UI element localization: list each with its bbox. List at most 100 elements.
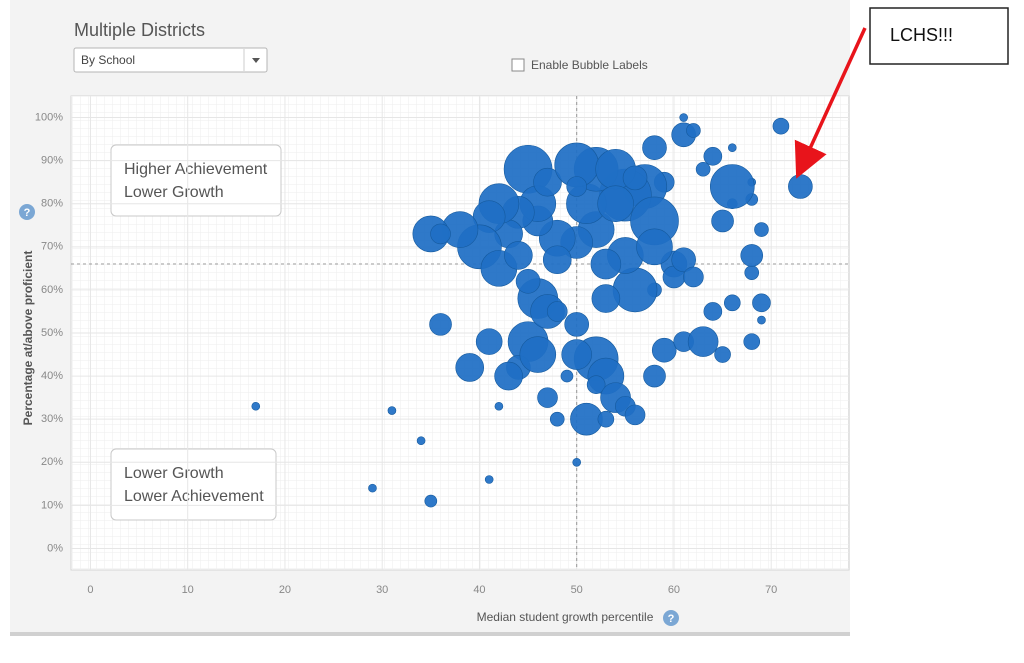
- quadrant-box: [110, 448, 277, 521]
- y-tick-label: 70%: [41, 241, 63, 253]
- annotation-box: [869, 7, 1009, 65]
- x-tick-label: 70: [765, 584, 777, 596]
- y-tick-label: 60%: [41, 284, 63, 296]
- x-tick-label: 40: [473, 584, 485, 596]
- y-tick-label: 90%: [41, 155, 63, 167]
- quadrant-box: [110, 144, 282, 217]
- bubble: [703, 147, 723, 166]
- widget-edge: [10, 632, 850, 636]
- bubble: [537, 387, 558, 408]
- bubble: [714, 346, 731, 363]
- x-tick-label: 0: [87, 584, 93, 596]
- bubble: [572, 457, 582, 467]
- help-icon-glyph[interactable]: ?: [668, 613, 675, 625]
- bubble: [504, 241, 533, 270]
- y-axis-label: Percentage at/above proficient: [21, 251, 35, 426]
- dropdown-value[interactable]: By School: [81, 53, 135, 67]
- bubble: [597, 185, 634, 223]
- bubble: [686, 123, 701, 138]
- bubble: [683, 266, 704, 288]
- bubble: [566, 176, 588, 197]
- bubble: [772, 117, 790, 135]
- bubble: [744, 265, 760, 280]
- bubble: [709, 164, 755, 209]
- bubble: [429, 313, 452, 336]
- bubble: [560, 369, 574, 383]
- annotation-text: LCHS!!!: [890, 25, 953, 45]
- quadrant-label: Higher Achievement: [124, 161, 268, 178]
- bubble: [727, 143, 737, 153]
- help-icon[interactable]: [19, 204, 35, 220]
- bubble: [740, 244, 764, 267]
- y-tick-label: 20%: [41, 456, 63, 468]
- bubbles: [251, 113, 813, 508]
- bubble: [695, 161, 711, 177]
- bubble: [586, 375, 606, 395]
- bubble: [636, 228, 673, 266]
- y-tick-label: 10%: [41, 499, 63, 511]
- help-icon-glyph[interactable]: ?: [24, 207, 31, 219]
- y-tick-label: 80%: [41, 198, 63, 210]
- bubble: [515, 268, 541, 294]
- bubble: [368, 483, 377, 493]
- bubble: [752, 293, 771, 313]
- x-tick-label: 20: [279, 584, 291, 596]
- x-tick-label: 30: [376, 584, 388, 596]
- bubble: [542, 245, 572, 275]
- bubble: [549, 411, 565, 427]
- bubble: [475, 328, 503, 355]
- quadrant-label: Lower Growth: [124, 184, 224, 201]
- bubble: [561, 339, 593, 370]
- bubble: [387, 406, 397, 415]
- bubble: [612, 267, 658, 313]
- bubble: [416, 436, 426, 446]
- bubble: [711, 209, 734, 233]
- y-tick-label: 100%: [35, 111, 63, 123]
- annotation-arrow: [794, 27, 867, 179]
- bubble: [484, 475, 494, 484]
- bubble: [703, 302, 723, 321]
- y-tick-label: 0%: [47, 542, 63, 554]
- bubble: [494, 401, 504, 411]
- checkbox-label[interactable]: Enable Bubble Labels: [531, 58, 648, 72]
- quadrant-label: Lower Achievement: [124, 488, 264, 505]
- bubble: [546, 301, 568, 322]
- bubble: [591, 284, 621, 313]
- bubble: [754, 222, 769, 237]
- x-tick-label: 10: [182, 584, 194, 596]
- bubble: [757, 315, 766, 325]
- help-icon[interactable]: [663, 610, 679, 626]
- bubble: [564, 312, 590, 337]
- bubble: [519, 336, 557, 373]
- bubble: [679, 113, 688, 122]
- bubble: [251, 401, 261, 411]
- widget-title: Multiple Districts: [74, 20, 205, 40]
- dropdown[interactable]: [73, 47, 268, 73]
- bubble: [430, 223, 451, 245]
- bubble: [642, 135, 667, 161]
- quadrant-label: Lower Growth: [124, 465, 224, 482]
- bubble: [622, 165, 648, 191]
- y-tick-label: 50%: [41, 327, 63, 339]
- bubble: [671, 247, 696, 273]
- bubble: [424, 494, 438, 508]
- bubble: [651, 337, 677, 363]
- y-tick-label: 40%: [41, 370, 63, 382]
- y-tick-label: 30%: [41, 413, 63, 425]
- bubble: [624, 404, 646, 426]
- bubble: [643, 364, 666, 388]
- dropdown-arrow[interactable]: [252, 58, 260, 63]
- checkbox[interactable]: [511, 58, 525, 72]
- bubble: [743, 333, 761, 350]
- x-axis-label: Median student growth percentile: [477, 610, 654, 624]
- bubble: [687, 326, 719, 357]
- x-tick-label: 60: [668, 584, 680, 596]
- bubble: [533, 167, 562, 197]
- bubble: [590, 248, 622, 280]
- bubble: [597, 410, 615, 428]
- bubble: [788, 174, 813, 199]
- bubble: [455, 353, 485, 382]
- bubble: [494, 361, 523, 391]
